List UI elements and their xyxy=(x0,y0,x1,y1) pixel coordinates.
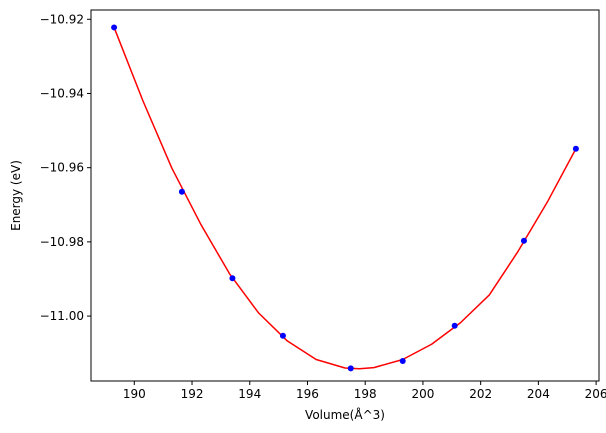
x-tick-label: 192 xyxy=(181,387,204,401)
plot-frame xyxy=(90,9,600,382)
y-tick-label: −10.94 xyxy=(40,86,84,100)
x-tick-label: 198 xyxy=(354,387,377,401)
x-axis-ticks: 190 192 194 196 198 200 202 204 206 xyxy=(123,381,606,401)
x-tick-label: 196 xyxy=(296,387,319,401)
y-tick-label: −10.92 xyxy=(40,12,84,26)
data-point xyxy=(347,365,354,372)
y-tick-label: −11.00 xyxy=(40,309,84,323)
data-point xyxy=(279,332,286,339)
data-point xyxy=(178,188,185,195)
data-point xyxy=(451,322,458,329)
data-point xyxy=(229,275,236,282)
data-point xyxy=(111,24,118,31)
y-tick-label: −10.98 xyxy=(40,235,84,249)
x-tick-label: 200 xyxy=(411,387,434,401)
y-axis-label: Energy (eV) xyxy=(9,160,23,231)
data-point xyxy=(520,237,527,244)
x-tick-label: 202 xyxy=(469,387,492,401)
x-tick-label: 206 xyxy=(585,387,606,401)
y-tick-label: −10.96 xyxy=(40,161,84,175)
data-point xyxy=(572,145,579,152)
x-tick-label: 190 xyxy=(123,387,146,401)
y-axis-ticks: −10.92 −10.94 −10.96 −10.98 −11.00 xyxy=(40,12,91,323)
x-axis-label: Volume(Å^3) xyxy=(305,407,385,422)
x-tick-label: 194 xyxy=(238,387,261,401)
fit-curve-line xyxy=(113,27,577,370)
data-point xyxy=(399,357,406,364)
plot-area xyxy=(111,24,579,372)
x-tick-label: 204 xyxy=(527,387,550,401)
